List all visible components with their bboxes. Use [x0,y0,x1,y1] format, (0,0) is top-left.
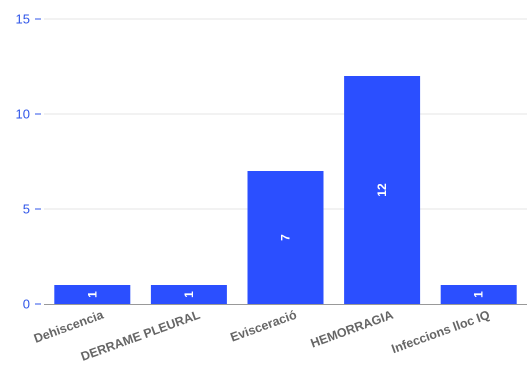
bar-data-label: 12 [375,183,389,197]
bar-data-label: 1 [182,291,196,298]
bar [150,285,227,304]
x-category-label: Evisceració [228,308,298,345]
bar-data-label: 7 [279,234,293,241]
y-tick-label: 10 [16,107,30,122]
bar [440,285,517,304]
y-tick-label: 0 [23,297,30,312]
x-category-label: Infeccions lloc IQ [390,308,492,357]
bar [247,171,324,304]
bar-data-label: 1 [85,291,99,298]
bar [344,76,421,304]
bar [54,285,131,304]
y-tick-label: 15 [16,12,30,27]
x-category-label: HEMORRAGIA [309,308,395,351]
y-axis-ticks: 0 5 10 15 [16,12,41,312]
bars: 1 1 7 12 1 [54,76,517,304]
bar-data-label: 1 [472,291,486,298]
y-tick-label: 5 [23,202,30,217]
x-category-label: Dehiscencia [32,307,106,345]
